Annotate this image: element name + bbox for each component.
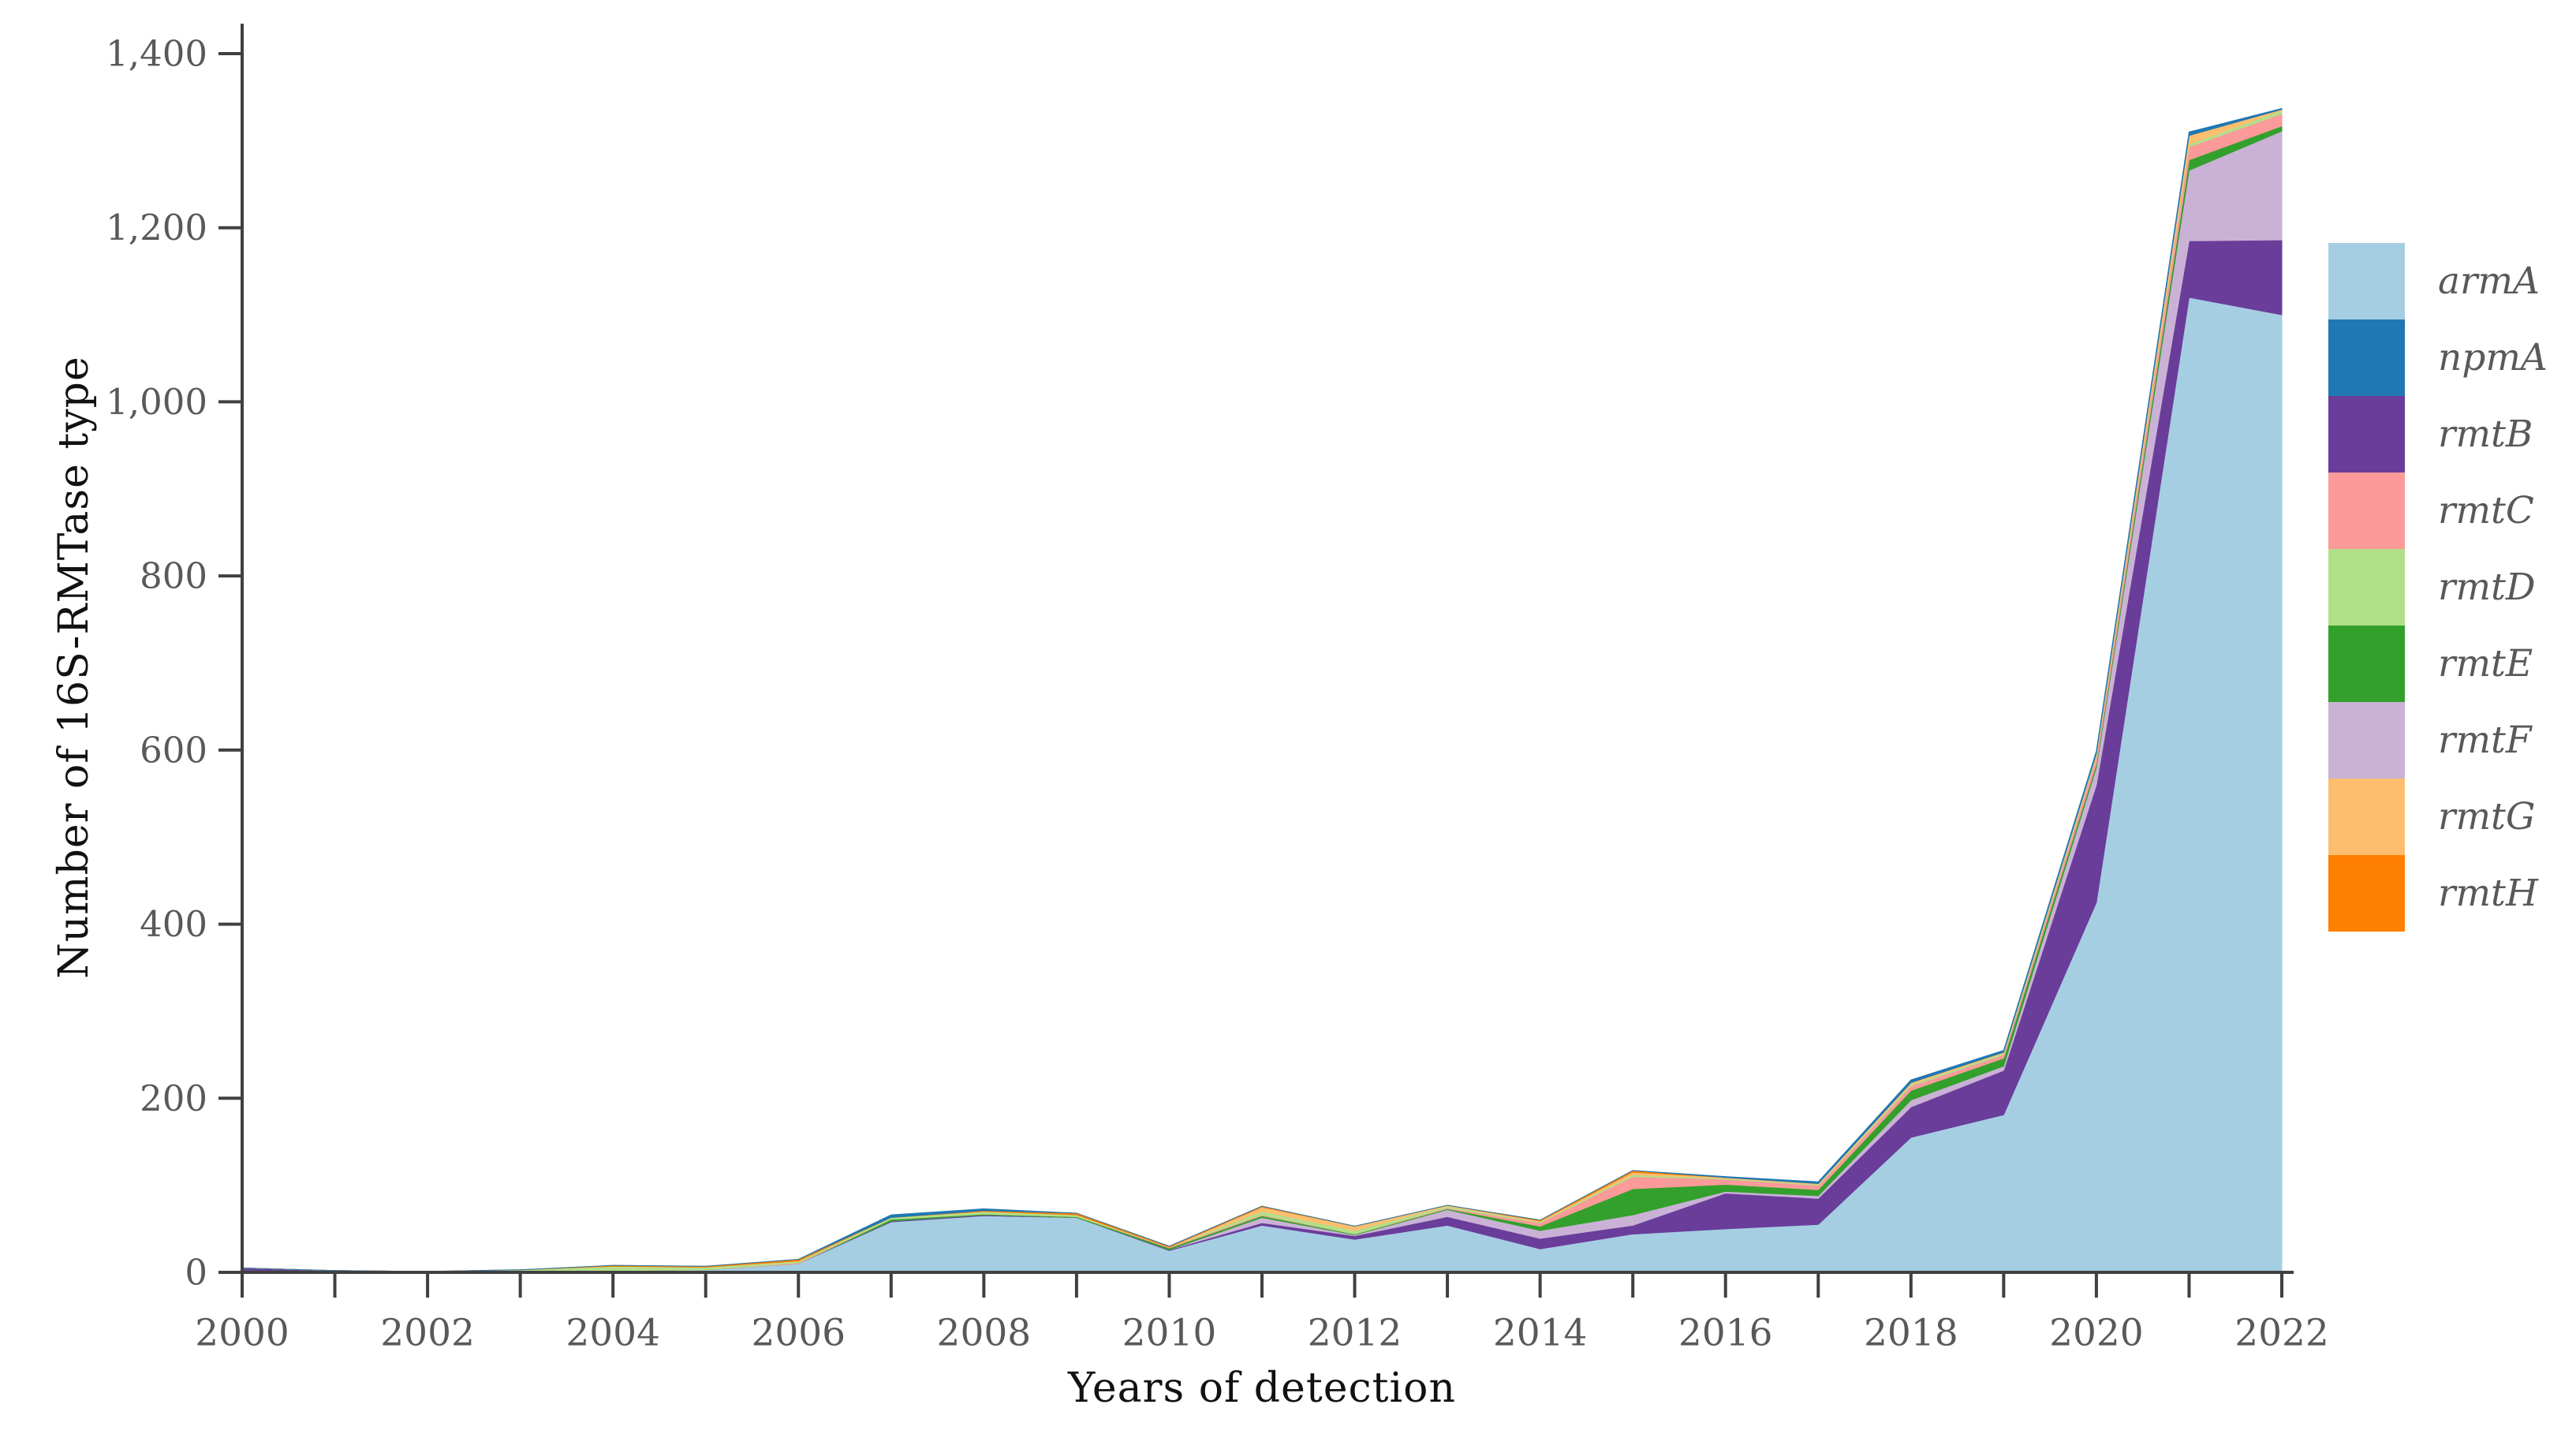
legend-swatch-rmtG [2328, 779, 2405, 855]
legend-label-rmtH: rmtH [2438, 872, 2538, 915]
legend-item-rmtC: rmtC [2328, 472, 2548, 549]
x-axis-title: Years of detection [1068, 1365, 1456, 1412]
y-tick-label-200: 200 [140, 1078, 207, 1119]
y-tick-label-0: 0 [185, 1252, 207, 1294]
legend: armA npmA rmtB rmtC rmtD rmtE rmtF rmtG rmtH [2328, 243, 2548, 932]
legend-label-rmtE: rmtE [2438, 642, 2533, 685]
x-tick-label-2022: 2022 [2234, 1311, 2329, 1354]
legend-item-rmtB: rmtB [2328, 396, 2548, 472]
x-tick-label-2012: 2012 [1308, 1311, 1402, 1354]
x-tick-label-2008: 2008 [937, 1311, 1032, 1354]
legend-swatch-rmtC [2328, 472, 2405, 549]
legend-swatch-npmA [2328, 319, 2405, 396]
x-tick-label-2000: 2000 [195, 1311, 289, 1354]
x-tick-label-2016: 2016 [1678, 1311, 1773, 1354]
x-tick-label-2014: 2014 [1493, 1311, 1588, 1354]
area-npmA [241, 107, 2283, 1272]
legend-swatch-rmtF [2328, 702, 2405, 779]
y-axis-title: Number of 16S-RMTase type [50, 356, 98, 979]
legend-label-rmtD: rmtD [2438, 566, 2536, 609]
legend-item-npmA: npmA [2328, 319, 2548, 396]
y-tick-label-1000: 1,000 [106, 381, 207, 423]
y-tick-label-1400: 1,400 [106, 33, 207, 75]
legend-item-rmtF: rmtF [2328, 702, 2548, 779]
legend-item-rmtE: rmtE [2328, 626, 2548, 702]
x-tick-label-2004: 2004 [566, 1311, 660, 1354]
legend-swatch-rmtB [2328, 396, 2405, 472]
x-tick-label-2018: 2018 [1864, 1311, 1958, 1354]
legend-swatch-rmtE [2328, 626, 2405, 702]
y-tick-label-1200: 1,200 [106, 207, 207, 248]
area-armA [241, 297, 2283, 1273]
y-tick-label-400: 400 [140, 903, 207, 945]
legend-label-rmtF: rmtF [2438, 719, 2532, 762]
x-tick-label-2020: 2020 [2049, 1311, 2144, 1354]
legend-label-armA: armA [2438, 260, 2540, 303]
legend-swatch-armA [2328, 243, 2405, 319]
legend-item-rmtD: rmtD [2328, 549, 2548, 626]
y-tick-label-600: 600 [140, 729, 207, 771]
legend-swatch-rmtD [2328, 549, 2405, 626]
x-tick-label-2010: 2010 [1122, 1311, 1217, 1354]
legend-label-rmtG: rmtG [2438, 795, 2536, 839]
legend-label-rmtB: rmtB [2438, 413, 2533, 456]
legend-swatch-rmtH [2328, 855, 2405, 932]
x-tick-label-2006: 2006 [751, 1311, 846, 1354]
legend-item-armA: armA [2328, 243, 2548, 319]
area-rmtB [241, 239, 2283, 1272]
legend-item-rmtG: rmtG [2328, 779, 2548, 855]
legend-item-rmtH: rmtH [2328, 855, 2548, 932]
legend-label-npmA: npmA [2438, 336, 2548, 379]
y-tick-label-800: 800 [140, 555, 207, 597]
x-tick-label-2002: 2002 [380, 1311, 475, 1354]
legend-label-rmtC: rmtC [2438, 489, 2534, 532]
